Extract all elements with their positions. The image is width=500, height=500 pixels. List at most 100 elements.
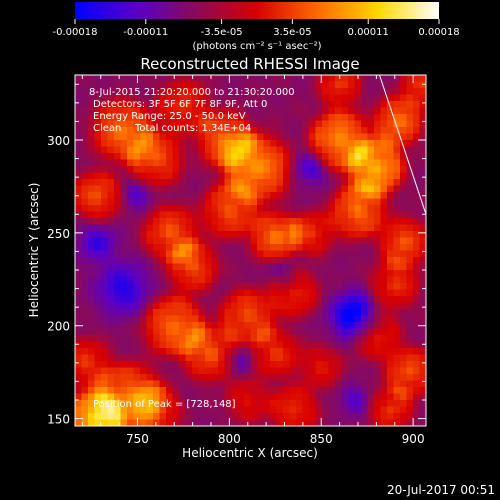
heatmap-cell bbox=[380, 94, 388, 102]
heatmap-cell bbox=[309, 179, 316, 186]
heatmap-cell bbox=[419, 159, 426, 167]
heatmap-cell bbox=[374, 393, 381, 401]
heatmap-cell bbox=[211, 231, 219, 238]
heatmap-cell bbox=[244, 406, 251, 414]
heatmap-cell bbox=[127, 127, 134, 134]
heatmap-cell bbox=[153, 283, 160, 290]
heatmap-cell bbox=[309, 146, 316, 154]
heatmap-cell bbox=[153, 354, 160, 362]
heatmap-cell bbox=[276, 211, 284, 219]
heatmap-cell bbox=[276, 133, 284, 141]
heatmap-cell bbox=[270, 211, 277, 219]
heatmap-cell bbox=[88, 185, 95, 193]
heatmap-cell bbox=[250, 400, 258, 407]
heatmap-cell bbox=[309, 322, 316, 329]
heatmap-cell bbox=[257, 283, 264, 290]
heatmap-cell bbox=[400, 244, 407, 251]
heatmap-cell bbox=[231, 283, 238, 290]
heatmap-cell bbox=[166, 341, 173, 349]
heatmap-cell bbox=[400, 400, 407, 407]
heatmap-cell bbox=[127, 166, 134, 173]
heatmap-cell bbox=[367, 75, 375, 82]
heatmap-cell bbox=[322, 159, 329, 167]
heatmap-cell bbox=[250, 94, 258, 102]
heatmap-cell bbox=[406, 406, 414, 414]
heatmap-cell bbox=[224, 263, 232, 271]
heatmap-cell bbox=[88, 211, 95, 219]
heatmap-cell bbox=[140, 322, 147, 329]
heatmap-cell bbox=[114, 185, 121, 193]
heatmap-cell bbox=[101, 289, 108, 297]
heatmap-cell bbox=[419, 120, 426, 128]
heatmap-cell bbox=[400, 146, 407, 154]
heatmap-cell bbox=[211, 114, 219, 121]
heatmap-cell bbox=[205, 218, 212, 225]
heatmap-cell bbox=[328, 101, 336, 108]
heatmap-cell bbox=[322, 289, 329, 297]
heatmap-cell bbox=[289, 179, 297, 186]
heatmap-cell bbox=[146, 224, 154, 232]
heatmap-cell bbox=[250, 172, 258, 180]
heatmap-cell bbox=[81, 153, 89, 160]
heatmap-cell bbox=[81, 237, 89, 245]
heatmap-cell bbox=[107, 361, 115, 368]
heatmap-cell bbox=[81, 406, 89, 414]
heatmap-cell bbox=[393, 361, 401, 368]
heatmap-cell bbox=[406, 276, 414, 284]
heatmap-cell bbox=[153, 341, 160, 349]
heatmap-cell bbox=[393, 270, 401, 277]
heatmap-cell bbox=[231, 159, 238, 167]
heatmap-cell bbox=[419, 348, 426, 355]
heatmap-cell bbox=[211, 419, 219, 426]
heatmap-cell bbox=[263, 101, 271, 108]
heatmap-cell bbox=[419, 328, 426, 336]
heatmap-cell bbox=[361, 153, 368, 160]
heatmap-cell bbox=[101, 315, 108, 323]
heatmap-cell bbox=[309, 107, 316, 115]
heatmap-cell bbox=[88, 341, 95, 349]
heatmap-cell bbox=[413, 120, 420, 128]
heatmap-cell bbox=[140, 367, 147, 375]
heatmap-cell bbox=[224, 133, 232, 141]
heatmap-cell bbox=[88, 127, 95, 134]
heatmap-cell bbox=[393, 179, 401, 186]
heatmap-cell bbox=[374, 348, 381, 355]
heatmap-cell bbox=[406, 257, 414, 264]
heatmap-cell bbox=[166, 289, 173, 297]
heatmap-cell bbox=[315, 387, 323, 394]
heatmap-cell bbox=[289, 231, 297, 238]
heatmap-cell bbox=[237, 315, 245, 323]
heatmap-cell bbox=[296, 374, 303, 381]
heatmap-cell bbox=[211, 335, 219, 342]
heatmap-cell bbox=[231, 133, 238, 141]
heatmap-cell bbox=[198, 400, 206, 407]
heatmap-cell bbox=[393, 172, 401, 180]
heatmap-cell bbox=[380, 114, 388, 121]
heatmap-cell bbox=[393, 81, 401, 89]
heatmap-cell bbox=[211, 361, 219, 368]
heatmap-cell bbox=[302, 133, 310, 141]
heatmap-cell bbox=[328, 419, 336, 426]
heatmap-cell bbox=[224, 166, 232, 173]
heatmap-cell bbox=[185, 413, 193, 420]
heatmap-cell bbox=[393, 159, 401, 167]
heatmap-cell bbox=[133, 120, 141, 128]
heatmap-cell bbox=[133, 413, 141, 420]
heatmap-cell bbox=[315, 107, 323, 115]
heatmap-cell bbox=[81, 185, 89, 193]
heatmap-cell bbox=[231, 250, 238, 258]
heatmap-cell bbox=[302, 296, 310, 303]
heatmap-cell bbox=[263, 198, 271, 206]
heatmap-cell bbox=[400, 341, 407, 349]
heatmap-cell bbox=[367, 309, 375, 316]
heatmap-cell bbox=[224, 361, 232, 368]
heatmap-cell bbox=[75, 341, 82, 349]
heatmap-cell bbox=[172, 192, 180, 199]
heatmap-cell bbox=[237, 328, 245, 336]
heatmap-cell bbox=[400, 205, 407, 212]
heatmap-cell bbox=[172, 367, 180, 375]
heatmap-cell bbox=[270, 348, 277, 355]
heatmap-cell bbox=[114, 250, 121, 258]
heatmap-cell bbox=[380, 328, 388, 336]
heatmap-cell bbox=[283, 88, 290, 95]
